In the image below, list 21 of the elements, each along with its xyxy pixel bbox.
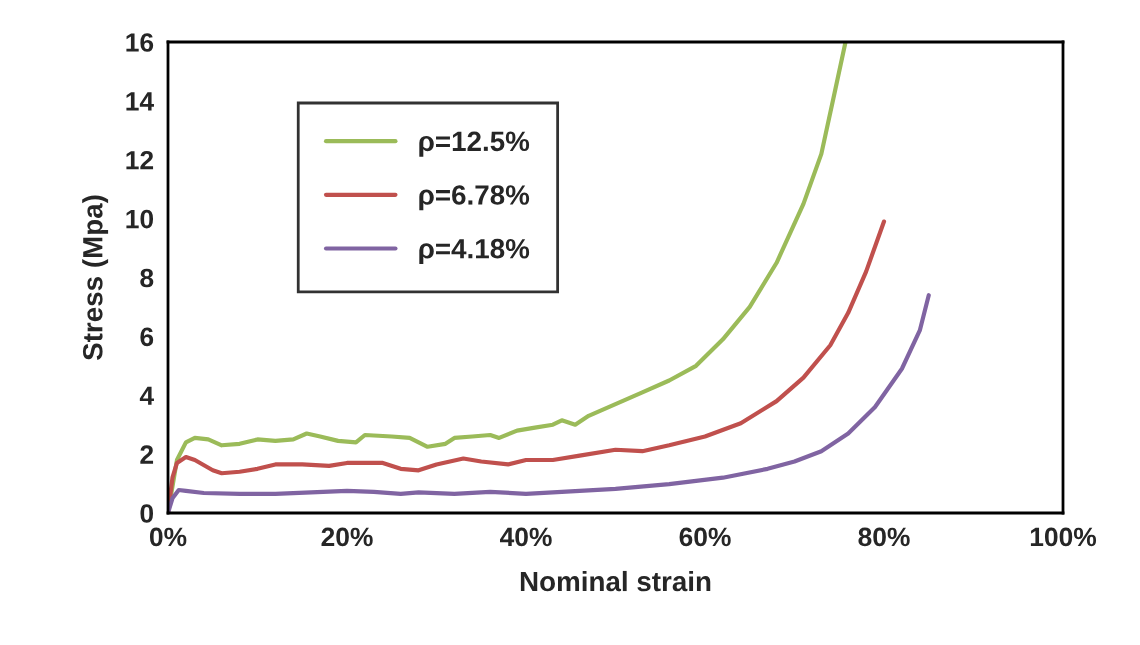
x-axis-title: Nominal strain bbox=[520, 570, 711, 592]
legend-label: ρ=6.78% bbox=[419, 185, 530, 211]
x-tick-label: 0% bbox=[149, 527, 187, 547]
y-tick-label: 0 bbox=[140, 504, 154, 523]
y-tick-label: 16 bbox=[126, 33, 154, 52]
x-tick-label: 20% bbox=[321, 527, 373, 547]
y-tick-label: 10 bbox=[126, 209, 154, 229]
y-tick-label: 2 bbox=[140, 445, 154, 464]
y-tick-label: 4 bbox=[139, 386, 154, 405]
y-tick-label: 12 bbox=[126, 150, 154, 170]
x-tick-label: 100% bbox=[1030, 527, 1097, 547]
y-tick-label: 6 bbox=[140, 327, 154, 347]
line-series bbox=[168, 293, 931, 513]
x-tick-label: 80% bbox=[858, 527, 910, 547]
y-tick-label: 14 bbox=[126, 92, 154, 111]
legend-label: ρ=4.18% bbox=[419, 238, 530, 264]
x-tick-label: 60% bbox=[679, 527, 731, 547]
legend-label: ρ=12.5% bbox=[419, 131, 530, 157]
y-axis-title: Stress (Mpa) bbox=[82, 195, 109, 361]
x-tick-label: 40% bbox=[499, 527, 552, 547]
y-tick-label: 8 bbox=[140, 268, 154, 288]
